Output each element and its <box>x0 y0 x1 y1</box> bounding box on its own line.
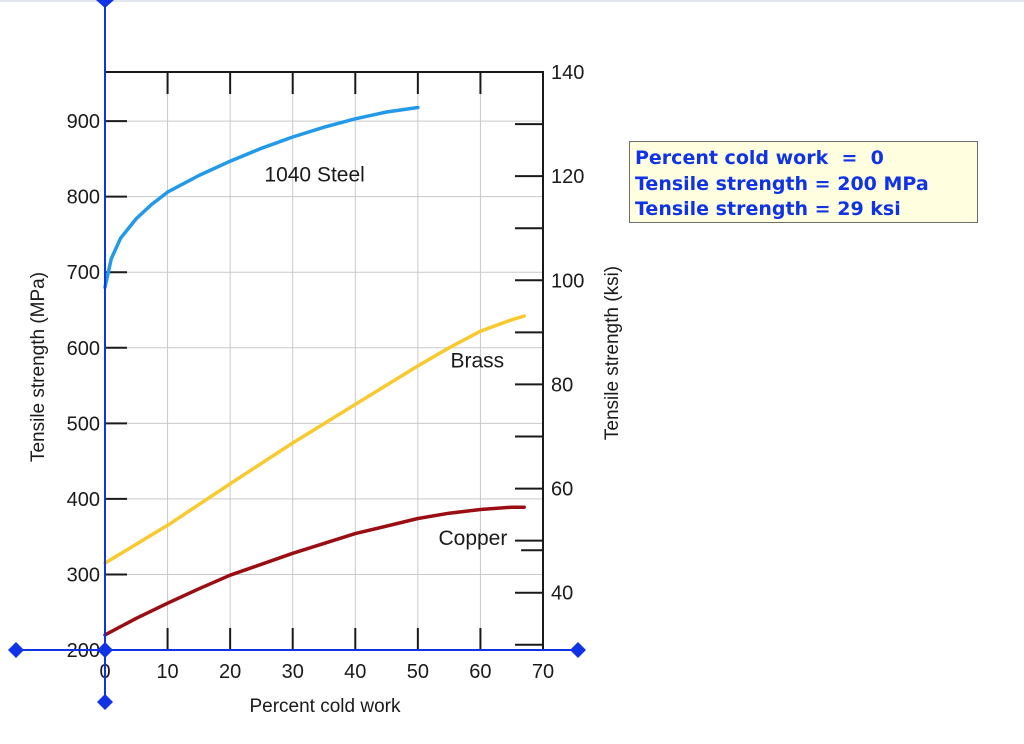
x-tick-label-70: 70 <box>532 661 554 683</box>
x-axis-label: Percent cold work <box>249 696 401 717</box>
readout-tensile-ksi: Tensile strength = 29 ksi <box>635 198 901 220</box>
x-tick-label-30: 30 <box>282 661 304 683</box>
y2-tick-label-100: 100 <box>551 270 584 292</box>
cursor-right-handle[interactable] <box>570 642 586 658</box>
cursor-top-handle[interactable] <box>96 0 114 8</box>
tick-marks <box>105 71 543 650</box>
cursor-bottom-handle[interactable] <box>97 694 113 710</box>
x-tick-label-40: 40 <box>344 661 366 683</box>
y2-tick-label-120: 120 <box>551 166 584 188</box>
series-label-1040-steel: 1040 Steel <box>264 164 364 187</box>
readout-tensile-mpa: Tensile strength = 200 MPa <box>635 172 929 195</box>
y-tick-label-900: 900 <box>67 111 100 133</box>
y-tick-label-600: 600 <box>67 338 100 360</box>
curves <box>103 105 526 637</box>
y2-axis-label: Tensile strength (ksi) <box>602 266 623 440</box>
series-labels: 1040 Steel Brass Copper <box>264 164 543 552</box>
y-tick-label-500: 500 <box>67 413 100 435</box>
cursor-left-handle[interactable] <box>8 642 24 658</box>
x-tick-label-20: 20 <box>219 661 241 683</box>
grid-lines <box>105 72 543 650</box>
value-readout-box: Percent cold work = 0 Tensile strength =… <box>629 141 978 223</box>
series-line-copper <box>103 505 526 637</box>
y2-tick-label-80: 80 <box>551 374 573 396</box>
y-axis-label: Tensile strength (MPa) <box>28 272 49 462</box>
x-tick-label-10: 10 <box>156 661 178 683</box>
series-line-1040-steel <box>103 105 420 290</box>
y-tick-label-400: 400 <box>67 489 100 511</box>
series-line-brass <box>103 314 526 565</box>
readout-percent-cold-work: Percent cold work = 0 <box>635 147 884 169</box>
series-label-brass: Brass <box>450 349 504 372</box>
y-tick-label-700: 700 <box>67 262 100 284</box>
y-tick-label-800: 800 <box>67 187 100 209</box>
y2-tick-label-60: 60 <box>551 479 573 501</box>
y2-tick-label-140: 140 <box>551 62 584 84</box>
tick-labels: 0102030405060702003004005006007008009004… <box>67 62 585 683</box>
y2-tick-label-40: 40 <box>551 583 573 605</box>
y-tick-label-300: 300 <box>67 564 100 586</box>
cursor-center-handle[interactable] <box>97 642 113 658</box>
series-label-copper: Copper <box>438 527 507 550</box>
x-tick-label-60: 60 <box>469 661 491 683</box>
top-border <box>0 0 1024 2</box>
crosshair-cursor[interactable] <box>8 0 586 710</box>
x-tick-label-50: 50 <box>407 661 429 683</box>
